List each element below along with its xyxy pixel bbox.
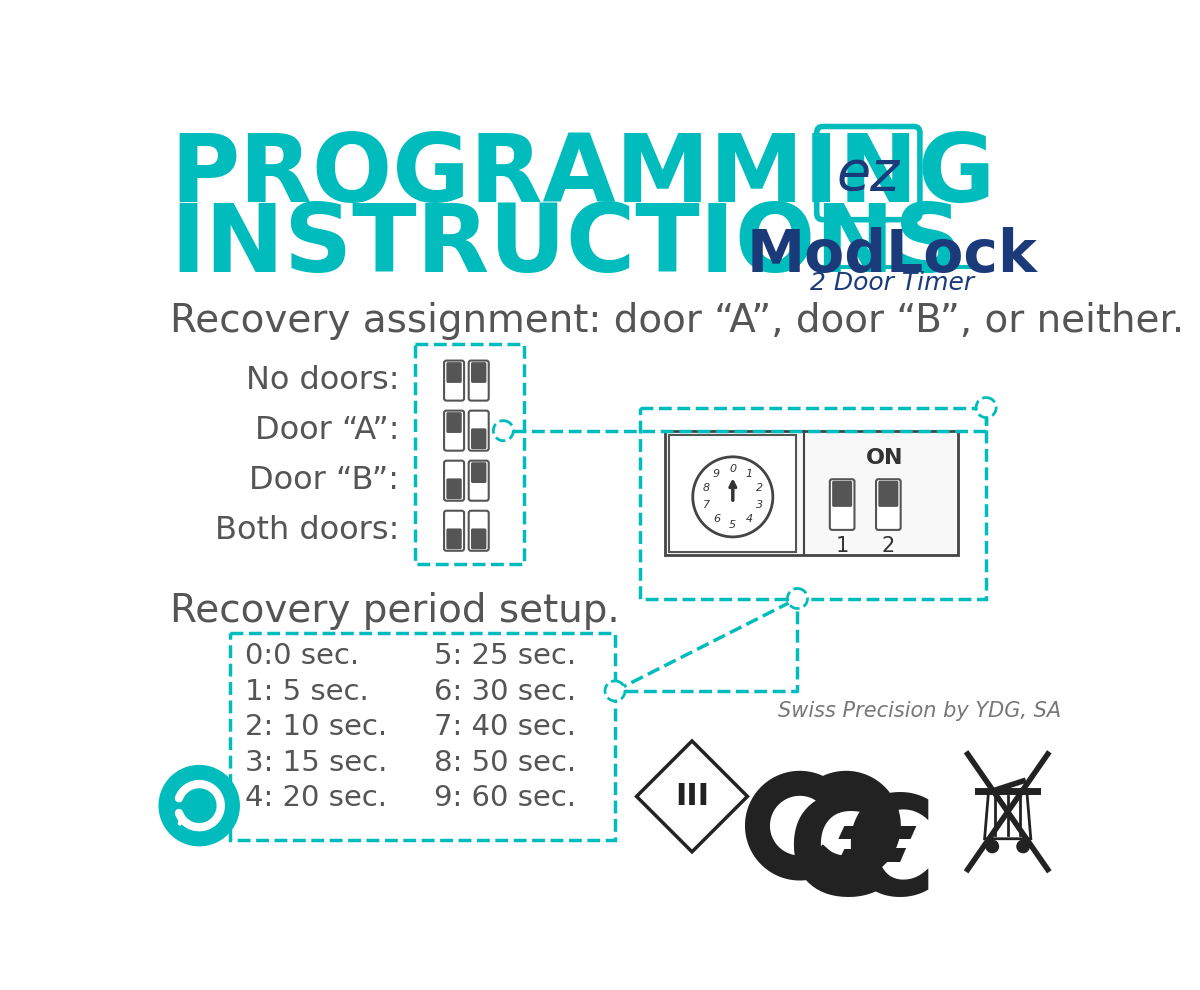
FancyBboxPatch shape	[444, 511, 464, 550]
FancyBboxPatch shape	[444, 411, 464, 450]
Text: 5: 5	[730, 520, 737, 530]
Circle shape	[692, 456, 773, 537]
Text: 6: 30 sec.: 6: 30 sec.	[434, 678, 576, 706]
Text: 2: 2	[756, 483, 763, 493]
Text: C: C	[786, 789, 888, 924]
Text: Door “B”:: Door “B”:	[250, 465, 400, 496]
FancyBboxPatch shape	[444, 360, 464, 401]
Text: 8: 8	[703, 483, 710, 493]
Text: €: €	[841, 789, 937, 924]
Text: 4: 4	[745, 514, 752, 525]
Text: 0: 0	[730, 464, 737, 474]
Text: 5: 25 sec.: 5: 25 sec.	[434, 643, 576, 670]
Bar	[668, 435, 796, 551]
FancyBboxPatch shape	[876, 479, 901, 530]
FancyBboxPatch shape	[472, 362, 486, 383]
FancyBboxPatch shape	[830, 479, 854, 530]
Text: ez: ez	[836, 148, 900, 201]
Bar	[230, 634, 616, 840]
FancyBboxPatch shape	[472, 462, 486, 483]
FancyBboxPatch shape	[446, 478, 462, 499]
Text: 8: 50 sec.: 8: 50 sec.	[434, 748, 576, 776]
Text: ModLock: ModLock	[746, 227, 1038, 283]
Circle shape	[1016, 841, 1030, 852]
Text: 1: 1	[745, 469, 752, 479]
Text: Both doors:: Both doors:	[215, 515, 400, 546]
Circle shape	[787, 588, 808, 609]
Polygon shape	[636, 741, 748, 851]
Text: 4: 20 sec.: 4: 20 sec.	[246, 784, 388, 812]
FancyBboxPatch shape	[472, 529, 486, 549]
Circle shape	[493, 421, 514, 441]
Text: 3: 15 sec.: 3: 15 sec.	[246, 748, 388, 776]
Text: 1: 1	[835, 537, 848, 556]
Polygon shape	[985, 793, 1031, 839]
Bar	[415, 344, 524, 564]
FancyBboxPatch shape	[665, 431, 958, 555]
Text: Recovery assignment: door “A”, door “B”, or neither.: Recovery assignment: door “A”, door “B”,…	[170, 302, 1184, 340]
Text: III: III	[674, 782, 709, 811]
Text: 2: 2	[882, 537, 895, 556]
FancyBboxPatch shape	[832, 481, 852, 507]
Text: 6: 6	[713, 514, 720, 525]
FancyBboxPatch shape	[878, 481, 899, 507]
FancyBboxPatch shape	[817, 127, 920, 220]
FancyBboxPatch shape	[446, 529, 462, 549]
FancyBboxPatch shape	[446, 362, 462, 383]
FancyBboxPatch shape	[469, 460, 488, 501]
Text: Door “A”:: Door “A”:	[254, 415, 400, 446]
Circle shape	[986, 841, 998, 852]
Text: Swiss Precision by YDG, SA: Swiss Precision by YDG, SA	[779, 701, 1062, 721]
Text: 2 Door Timer: 2 Door Timer	[810, 271, 974, 295]
Text: No doors:: No doors:	[246, 365, 400, 396]
Text: 3: 3	[756, 500, 763, 511]
Circle shape	[160, 765, 239, 845]
FancyBboxPatch shape	[444, 460, 464, 501]
Circle shape	[605, 681, 625, 701]
Text: 1: 5 sec.: 1: 5 sec.	[246, 678, 370, 706]
Text: 7: 40 sec.: 7: 40 sec.	[434, 713, 576, 742]
Text: 7: 7	[703, 500, 710, 511]
Text: 0:0 sec.: 0:0 sec.	[246, 643, 360, 670]
Text: INSTRUCTIONS: INSTRUCTIONS	[170, 200, 962, 292]
Text: 9: 60 sec.: 9: 60 sec.	[434, 784, 576, 812]
Text: Recovery period setup.: Recovery period setup.	[170, 592, 619, 631]
Text: ON: ON	[865, 447, 904, 467]
Bar	[640, 408, 986, 599]
FancyBboxPatch shape	[469, 411, 488, 450]
FancyBboxPatch shape	[446, 412, 462, 433]
FancyBboxPatch shape	[469, 360, 488, 401]
Circle shape	[976, 398, 996, 418]
Text: PROGRAMMING: PROGRAMMING	[170, 131, 995, 223]
FancyBboxPatch shape	[469, 511, 488, 550]
FancyBboxPatch shape	[472, 429, 486, 449]
Text: 2: 10 sec.: 2: 10 sec.	[246, 713, 388, 742]
Text: 9: 9	[713, 469, 720, 479]
